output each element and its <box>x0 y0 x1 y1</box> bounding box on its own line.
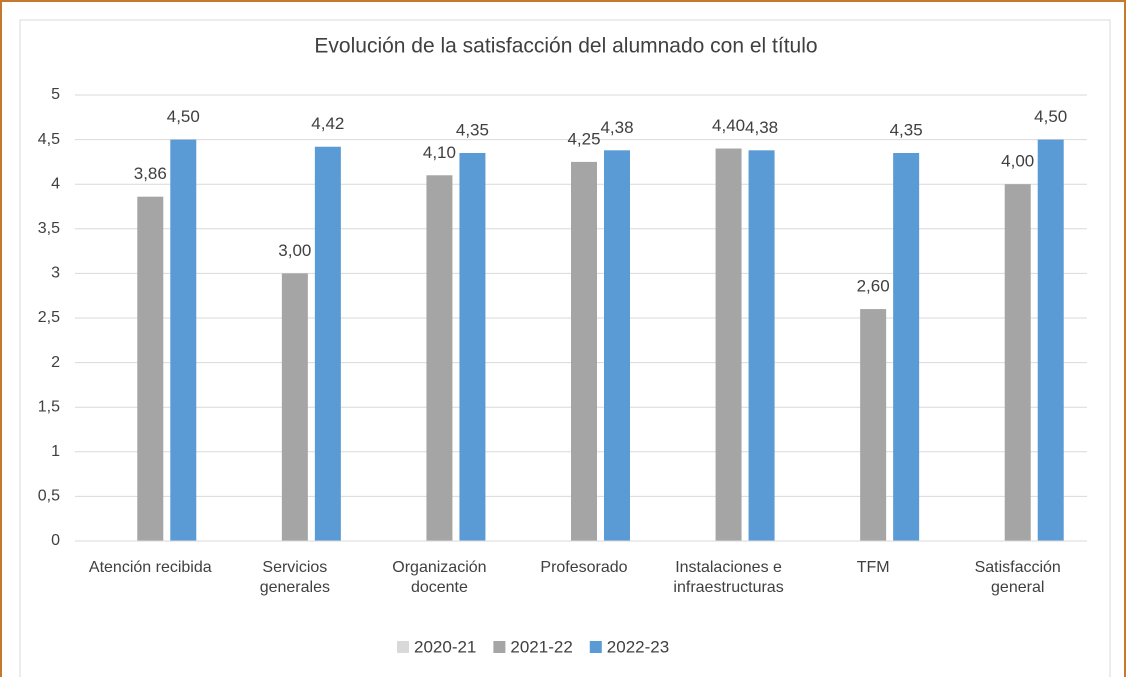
y-tick-label: 3 <box>51 265 60 282</box>
x-tick-label: TFM <box>856 559 890 576</box>
bar <box>893 152 920 542</box>
y-tick-label: 1,5 <box>38 398 60 415</box>
x-tick-label: Profesorado <box>540 559 628 576</box>
bar <box>314 146 341 541</box>
bar <box>604 150 630 541</box>
bar <box>748 150 775 541</box>
x-tick-label: Instalaciones e infraestructuras <box>673 559 784 596</box>
legend-swatch <box>493 641 506 653</box>
y-tick-label: 0,5 <box>38 488 60 505</box>
x-tick-label: Servicios generales <box>259 559 330 596</box>
bar <box>1037 139 1064 541</box>
data-label: 4,50 <box>1034 107 1067 126</box>
legend-label: 2022-23 <box>607 637 669 656</box>
data-label: 3,86 <box>134 164 167 183</box>
y-tick-label: 4,5 <box>38 131 60 148</box>
bar <box>170 139 197 541</box>
data-label: 4,50 <box>167 107 200 126</box>
y-tick-label: 5 <box>51 86 60 103</box>
data-label: 4,25 <box>567 129 600 148</box>
chart-border <box>19 19 1111 677</box>
y-tick-label: 2 <box>51 354 60 371</box>
data-label: 2,60 <box>857 277 890 296</box>
legend-label: 2020-21 <box>414 637 476 656</box>
bar <box>860 309 887 541</box>
bar <box>137 196 164 542</box>
legend-swatch <box>397 641 409 653</box>
data-label: 4,40 <box>712 116 745 135</box>
y-tick-label: 1 <box>51 443 60 460</box>
data-label: 4,35 <box>890 120 923 139</box>
y-tick-label: 0 <box>51 532 60 549</box>
data-label: 3,00 <box>278 241 311 260</box>
data-label: 4,38 <box>600 118 633 137</box>
y-tick-label: 2,5 <box>38 309 60 326</box>
data-label: 4,38 <box>745 118 778 137</box>
bar <box>281 273 308 541</box>
legend-swatch <box>589 641 602 653</box>
x-tick-label: Organización docente <box>392 559 487 596</box>
data-label: 4,42 <box>311 114 344 133</box>
bar <box>1004 184 1031 541</box>
y-tick-label: 3,5 <box>38 220 60 237</box>
data-label: 4,00 <box>1001 152 1034 171</box>
bar <box>459 152 486 542</box>
data-label: 4,35 <box>456 120 489 139</box>
bar <box>715 148 742 541</box>
data-label: 4,10 <box>423 143 456 162</box>
chart-title: Evolución de la satisfacción del alumnad… <box>314 35 817 58</box>
bar <box>426 175 453 541</box>
legend-label: 2021-22 <box>510 637 572 656</box>
x-tick-label: Atención recibida <box>88 559 212 576</box>
x-tick-label: Satisfacción general <box>974 559 1061 596</box>
bar <box>571 161 597 541</box>
y-tick-label: 4 <box>51 175 60 192</box>
